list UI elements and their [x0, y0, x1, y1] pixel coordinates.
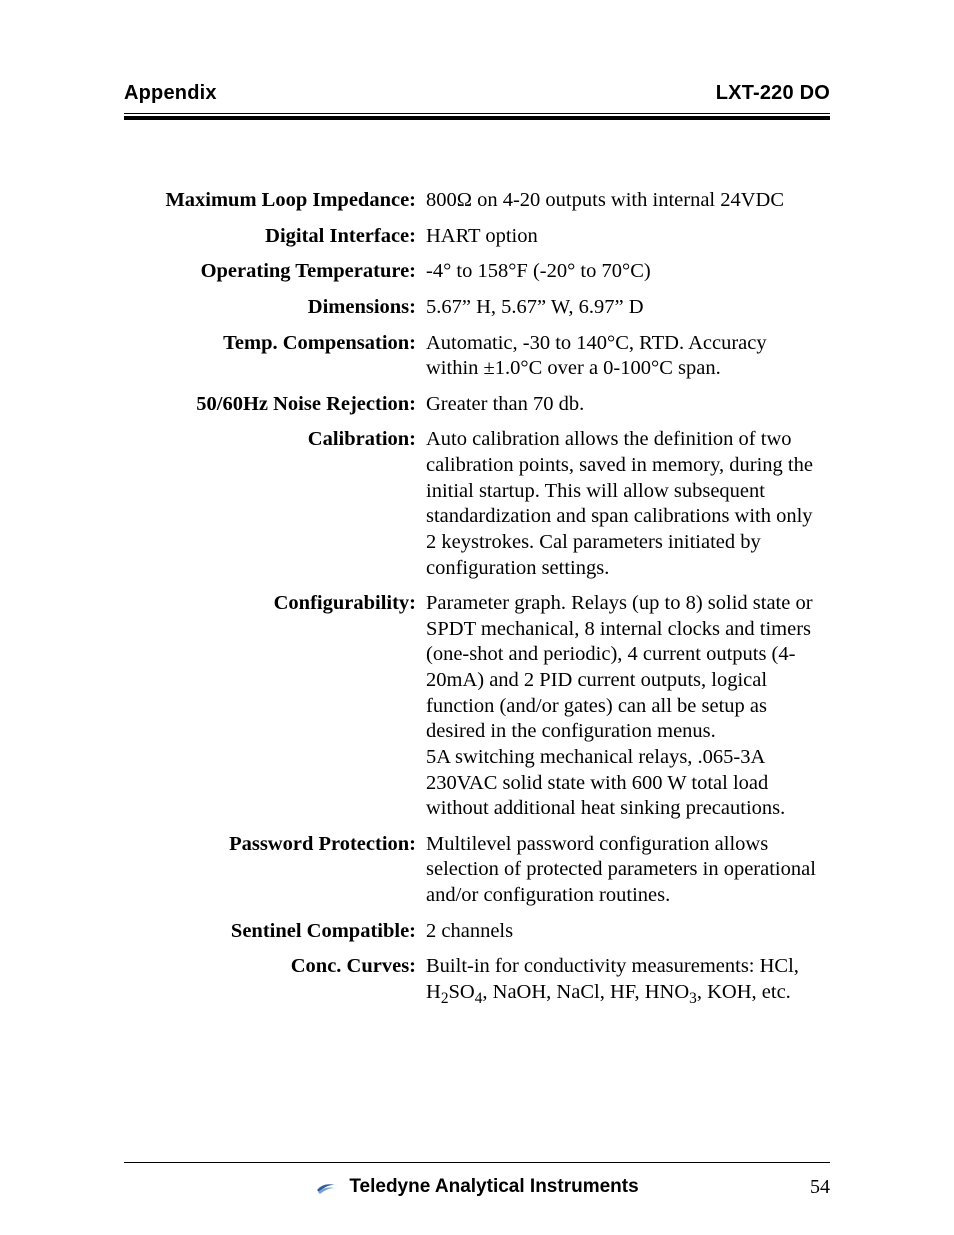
spec-label: Operating Temperature: [124, 259, 426, 285]
spec-value: Automatic, -30 to 140°C, RTD. Accuracy w… [426, 331, 830, 382]
spec-label: Sentinel Compatible: [124, 919, 426, 945]
header-rule-thick [124, 116, 830, 120]
spec-label: Maximum Loop Impedance: [124, 188, 426, 214]
spec-row: Sentinel Compatible:2 channels [124, 919, 830, 945]
page: Appendix LXT-220 DO Maximum Loop Impedan… [0, 0, 954, 1235]
spec-value: HART option [426, 224, 830, 250]
header-row: Appendix LXT-220 DO [124, 82, 830, 113]
spec-row: Dimensions:5.67” H, 5.67” W, 6.97” D [124, 295, 830, 321]
header-right: LXT-220 DO [716, 82, 830, 105]
spec-row: Password Protection:Multilevel password … [124, 832, 830, 909]
spec-label: Temp. Compensation: [124, 331, 426, 357]
spec-value: Built-in for conductivity measurements: … [426, 954, 830, 1005]
spec-value: Auto calibration allows the definition o… [426, 427, 830, 581]
spec-row: Conc. Curves:Built-in for conductivity m… [124, 954, 830, 1005]
spec-label: 50/60Hz Noise Rejection: [124, 392, 426, 418]
teledyne-logo-icon [315, 1178, 341, 1196]
spec-value: -4° to 158°F (-20° to 70°C) [426, 259, 830, 285]
spec-label: Dimensions: [124, 295, 426, 321]
spec-row: Temp. Compensation:Automatic, -30 to 140… [124, 331, 830, 382]
spec-label: Password Protection: [124, 832, 426, 858]
spec-row: Calibration:Auto calibration allows the … [124, 427, 830, 581]
spec-value: 5.67” H, 5.67” W, 6.97” D [426, 295, 830, 321]
footer-brand-wrap: Teledyne Analytical Instruments [315, 1176, 638, 1198]
footer-row: Teledyne Analytical Instruments 54 [124, 1175, 830, 1199]
footer-brand-text: Teledyne Analytical Instruments [349, 1176, 638, 1198]
spec-value: Greater than 70 db. [426, 392, 830, 418]
spec-value: Multilevel password configuration allows… [426, 832, 830, 909]
spec-label: Conc. Curves: [124, 954, 426, 980]
spec-label: Configurability: [124, 591, 426, 617]
spec-row: Operating Temperature:-4° to 158°F (-20°… [124, 259, 830, 285]
spec-row: 50/60Hz Noise Rejection:Greater than 70 … [124, 392, 830, 418]
spec-value: Parameter graph. Relays (up to 8) solid … [426, 591, 830, 822]
spec-row: Digital Interface:HART option [124, 224, 830, 250]
spec-value: 800Ω on 4-20 outputs with internal 24VDC [426, 188, 830, 214]
footer-rule [124, 1162, 830, 1163]
spec-label: Calibration: [124, 427, 426, 453]
header-left: Appendix [124, 82, 217, 105]
spec-list: Maximum Loop Impedance:800Ω on 4-20 outp… [124, 188, 830, 1006]
footer: Teledyne Analytical Instruments 54 [124, 1162, 830, 1199]
spec-value: 2 channels [426, 919, 830, 945]
spec-row: Maximum Loop Impedance:800Ω on 4-20 outp… [124, 188, 830, 214]
spec-row: Configurability:Parameter graph. Relays … [124, 591, 830, 822]
footer-page-number: 54 [810, 1176, 830, 1199]
header-rule-thin [124, 113, 830, 114]
spec-label: Digital Interface: [124, 224, 426, 250]
